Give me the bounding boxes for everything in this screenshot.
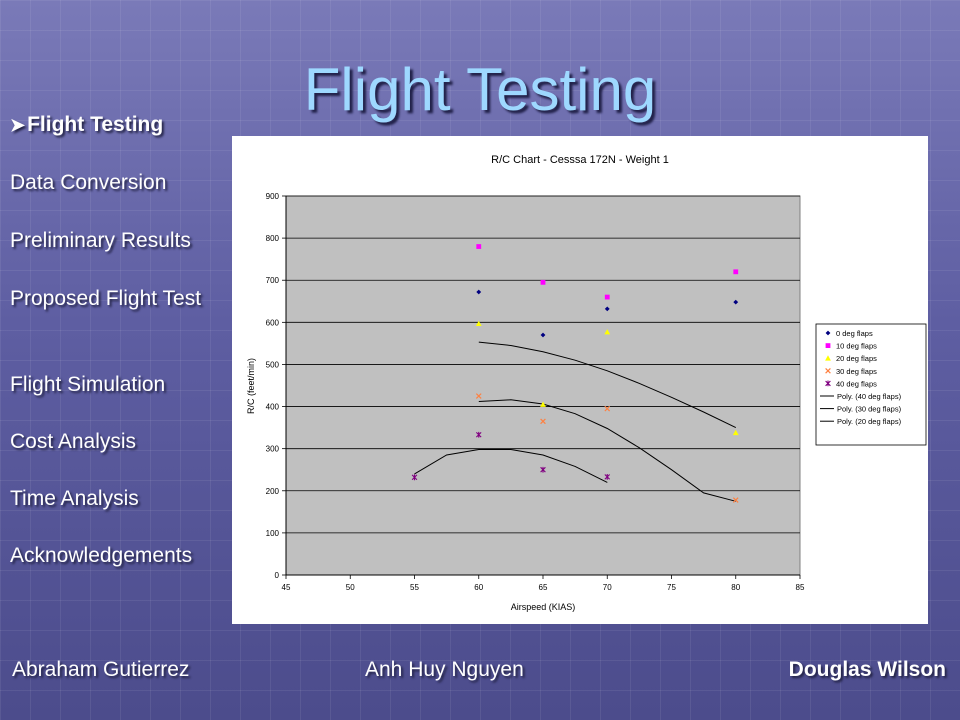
y-tick-label: 300 <box>266 445 280 454</box>
y-tick-label: 700 <box>266 276 280 285</box>
x-tick-label: 55 <box>410 583 419 592</box>
data-point <box>604 329 611 335</box>
data-points <box>411 244 739 503</box>
legend-entry: Poly. (30 deg flaps) <box>837 405 902 414</box>
legend-marker <box>825 380 831 387</box>
x-tick-label: 80 <box>731 583 740 592</box>
nav-item-proposed-flight-test[interactable]: Proposed Flight Test <box>10 287 202 310</box>
data-point <box>540 401 546 407</box>
legend-entry: 40 deg flaps <box>836 379 877 388</box>
data-point <box>733 269 739 275</box>
y-tick-label: 100 <box>266 529 280 538</box>
data-point <box>475 431 482 438</box>
chart-legend: 0 deg flaps 10 deg flaps 20 deg flaps 30 de… <box>815 323 927 446</box>
x-tick-label: 50 <box>346 583 355 592</box>
legend-entry: 20 deg flaps <box>836 354 877 363</box>
legend-entry: 0 deg flaps <box>836 329 873 338</box>
legend-box <box>815 323 927 446</box>
author-name: Abraham Gutierrez <box>12 658 190 681</box>
data-point <box>411 474 418 481</box>
legend-entry: 30 deg flaps <box>836 367 877 376</box>
legend-marker <box>825 343 831 348</box>
data-point <box>540 466 546 473</box>
data-point <box>732 429 739 436</box>
data-point <box>604 473 611 480</box>
author-name: Douglas Wilson <box>788 658 946 681</box>
data-point <box>540 332 546 338</box>
trendline <box>478 341 737 429</box>
x-tick-label: 45 <box>282 583 291 592</box>
chart-panel: R/C Chart - Cesssa 172N - Weight 1 0 100 2… <box>232 136 928 624</box>
nav-item-time-analysis[interactable]: Time Analysis <box>10 487 139 510</box>
nav-item-flight-testing[interactable]: ➤Flight Testing <box>10 112 225 138</box>
data-point <box>604 405 611 412</box>
x-axis-label: Airspeed (KIAS) <box>511 602 576 612</box>
y-tick-label: 400 <box>266 403 280 412</box>
author-name: Anh Huy Nguyen <box>365 658 524 681</box>
y-axis: 0 100 200 300 400 500 600 700 800 900 <box>266 192 287 580</box>
plot-area <box>285 195 801 576</box>
x-tick-label: 65 <box>539 583 548 592</box>
legend-entry: 10 deg flaps <box>836 342 877 351</box>
y-tick-label: 500 <box>266 360 280 369</box>
trendline <box>478 399 736 502</box>
data-point <box>475 393 482 399</box>
data-point <box>732 497 739 503</box>
x-tick-label: 70 <box>603 583 612 592</box>
nav-item-acknowledgements[interactable]: Acknowledgements <box>10 544 193 567</box>
arrow-bullet-icon: ➤ <box>10 115 26 135</box>
y-tick-label: 600 <box>266 318 280 327</box>
x-tick-label: 60 <box>474 583 483 592</box>
data-point <box>540 418 546 425</box>
x-tick-label: 75 <box>667 583 676 592</box>
data-point <box>476 244 482 249</box>
legend-entry: Poly. (20 deg flaps) <box>837 417 902 426</box>
legend-marker <box>825 355 831 361</box>
trendlines <box>414 341 737 502</box>
slide-title: Flight Testing <box>303 56 657 123</box>
chart-title: R/C Chart - Cesssa 172N - Weight 1 <box>491 154 669 166</box>
data-point <box>604 294 610 300</box>
y-axis-label: R/C (feet/min) <box>246 358 256 414</box>
data-point <box>540 279 546 285</box>
x-axis: 45 50 55 60 65 70 75 80 85 <box>282 574 805 592</box>
legend-entry: Poly. (40 deg flaps) <box>837 392 902 401</box>
rc-chart: R/C Chart - Cesssa 172N - Weight 1 0 100 2… <box>246 154 927 612</box>
x-tick-label: 85 <box>796 583 805 592</box>
nav-item-data-conversion[interactable]: Data Conversion <box>10 171 167 194</box>
nav-item-flight-simulation[interactable]: Flight Simulation <box>10 373 166 396</box>
nav-item-preliminary-results[interactable]: Preliminary Results <box>10 229 191 252</box>
data-point <box>604 306 610 312</box>
nav-item-cost-analysis[interactable]: Cost Analysis <box>10 430 137 453</box>
data-point <box>475 320 482 326</box>
data-point <box>476 289 482 295</box>
y-tick-label: 200 <box>266 487 280 496</box>
trendline <box>414 449 608 483</box>
data-point <box>733 299 739 305</box>
y-tick-label: 800 <box>266 234 280 243</box>
nav-item-label: Flight Testing <box>27 113 164 136</box>
y-tick-label: 0 <box>275 571 280 580</box>
y-tick-label: 900 <box>266 192 280 201</box>
legend-marker <box>825 367 831 374</box>
